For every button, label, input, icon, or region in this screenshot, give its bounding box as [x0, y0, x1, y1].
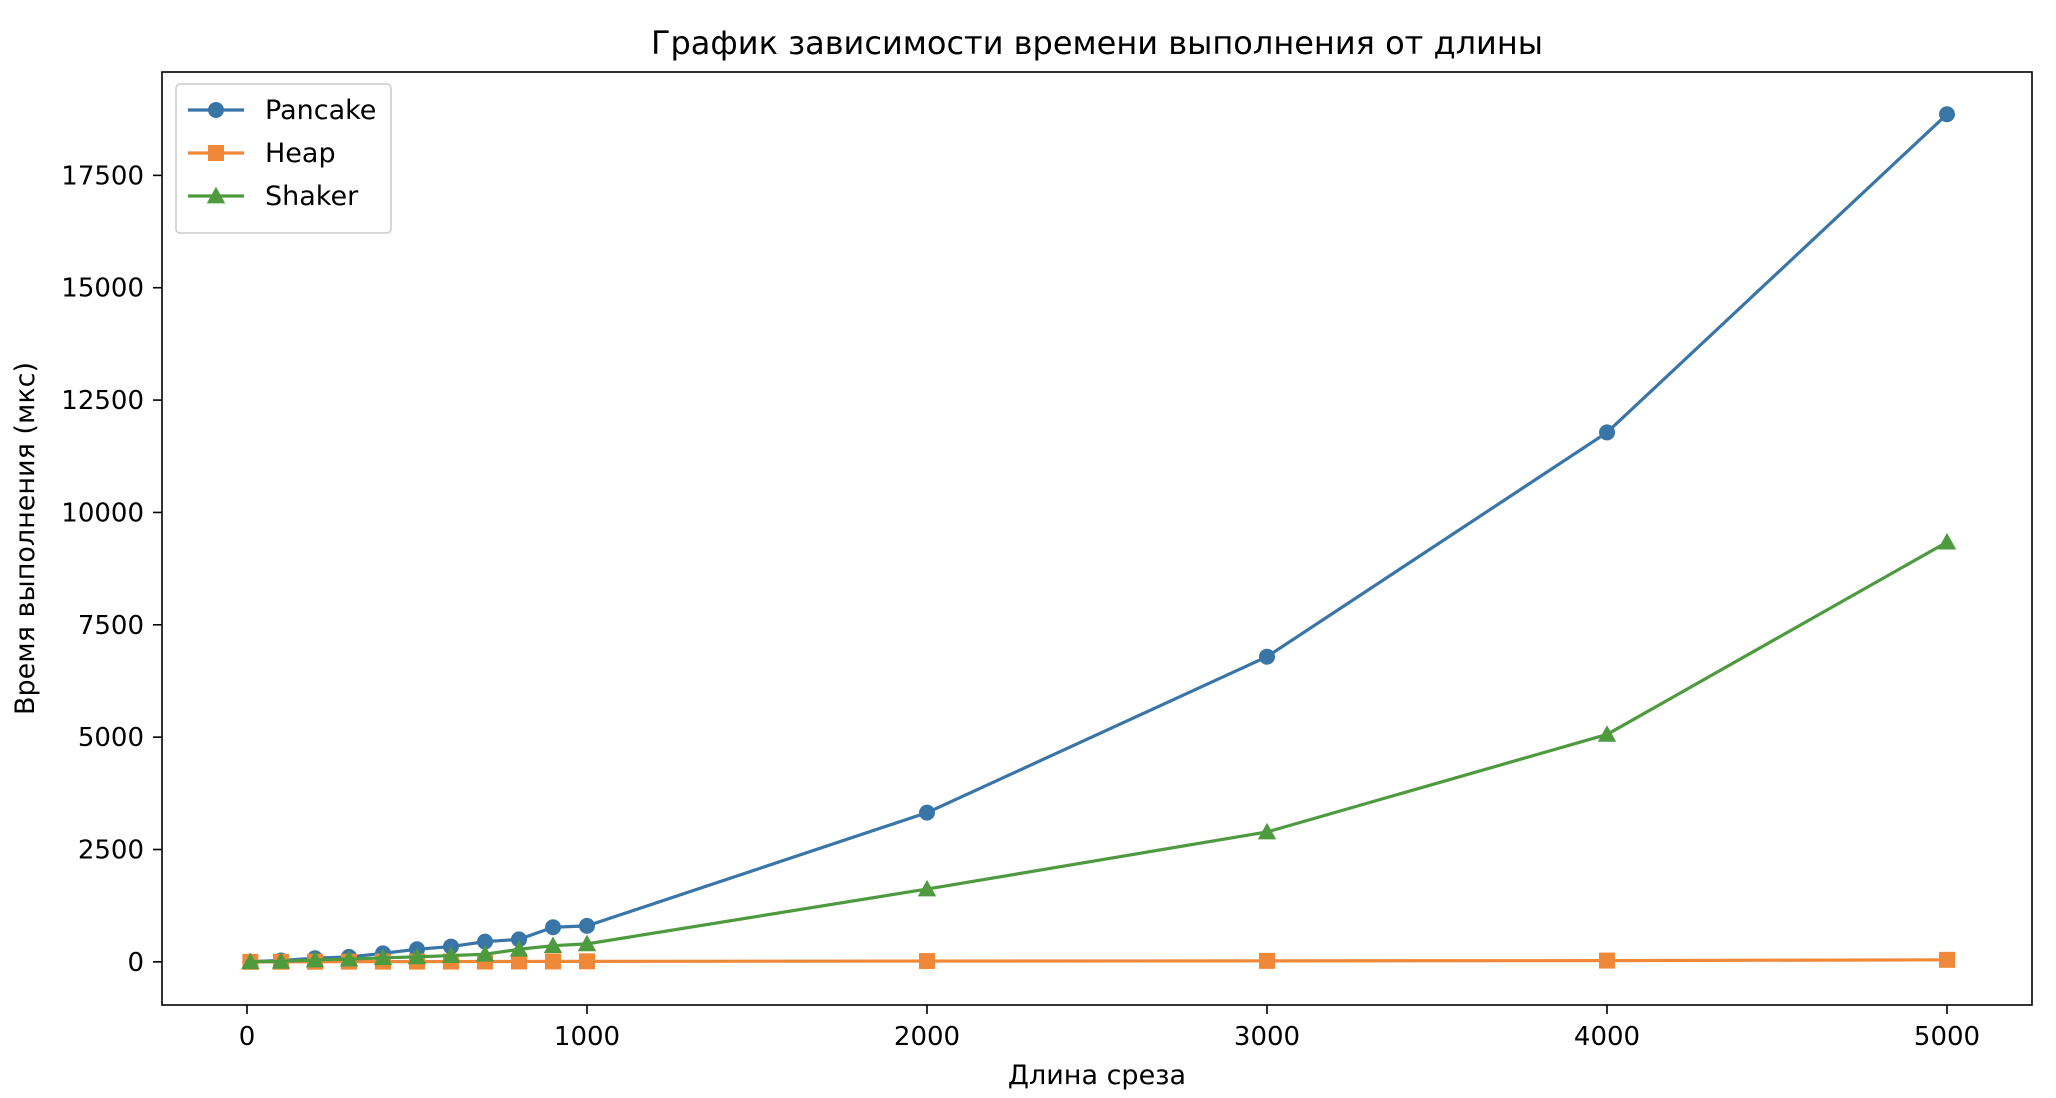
data-point-heap-5000: [1939, 951, 1955, 968]
y-axis-label: Время выполнения (мкс): [10, 362, 41, 715]
plot-background: [162, 72, 2032, 1005]
x-tick-label: 0: [239, 1022, 256, 1052]
legend-entry-pancake: Pancake: [188, 95, 376, 126]
legend-entry-heap: Heap: [188, 138, 336, 169]
legend: Pancake Heap Shaker: [175, 83, 392, 234]
x-tick-label: 5000: [1914, 1022, 1980, 1052]
y-tick-label: 17500: [61, 161, 144, 191]
data-point-shaker-400: [373, 948, 393, 966]
data-point-shaker-700: [475, 945, 495, 962]
data-point-shaker-3000: [1257, 822, 1277, 840]
legend-label-pancake: Pancake: [265, 95, 376, 126]
data-point-shaker-1000: [577, 934, 597, 952]
data-point-pancake-900: [545, 919, 561, 936]
plot-area: [162, 72, 2032, 1005]
axes-frame: [161, 71, 2033, 1006]
x-tick-label: 4000: [1574, 1022, 1640, 1052]
data-point-shaker-100: [271, 952, 291, 969]
x-tick-label: 3000: [1234, 1022, 1300, 1052]
data-point-shaker-500: [407, 947, 427, 965]
data-point-pancake-2000: [919, 804, 935, 821]
legend-label-heap: Heap: [265, 138, 336, 169]
data-point-pancake-800: [511, 931, 527, 948]
data-point-shaker-2000: [917, 879, 937, 897]
legend-label-shaker: Shaker: [265, 181, 359, 212]
y-tick-label: 2500: [78, 836, 144, 866]
data-point-shaker-800: [509, 940, 529, 957]
y-tick-label: 5000: [78, 723, 144, 753]
legend-marker-heap: [208, 145, 224, 161]
data-point-shaker-4000: [1597, 725, 1617, 742]
data-point-heap-1000: [579, 953, 595, 970]
data-point-shaker-10: [241, 952, 260, 970]
x-tick-label: 1000: [554, 1022, 620, 1052]
y-tick-label: 7500: [78, 611, 144, 641]
legend-marker-shaker: [206, 186, 226, 204]
data-point-heap-2000: [919, 953, 935, 970]
data-point-shaker-200: [305, 950, 325, 968]
x-tick-label: 2000: [894, 1022, 960, 1052]
y-tick-label: 10000: [61, 498, 144, 528]
legend-marker-pancake: [208, 102, 224, 118]
chart-title: График зависимости времени выполнения от…: [651, 24, 1543, 62]
data-point-pancake-4000: [1599, 424, 1615, 441]
data-point-shaker-5000: [1937, 532, 1957, 550]
data-point-shaker-900: [543, 936, 563, 954]
data-point-heap-900: [545, 953, 561, 970]
series-line-heap: [248, 958, 1949, 964]
data-point-heap-800: [511, 953, 527, 970]
data-point-pancake-1000: [579, 917, 595, 934]
data-point-shaker-300: [339, 949, 359, 967]
y-tick-label: 12500: [61, 386, 144, 416]
y-tick-label: 0: [127, 948, 144, 978]
y-tick-label: 15000: [61, 274, 144, 304]
data-point-pancake-3000: [1259, 648, 1275, 665]
legend-entry-shaker: Shaker: [188, 181, 359, 212]
data-point-heap-3000: [1259, 952, 1275, 969]
series-layer: [241, 106, 1957, 970]
data-point-pancake-700: [477, 933, 493, 950]
series-shaker: [241, 532, 1957, 970]
data-point-shaker-600: [441, 946, 461, 963]
x-axis-label: Длина среза: [1008, 1060, 1186, 1091]
data-point-pancake-5000: [1939, 106, 1955, 123]
data-point-heap-4000: [1599, 952, 1615, 969]
axes: 0 1000 2000 3000 4000 5000 0 2500 5000 7500 10000 1…: [61, 71, 2033, 1052]
